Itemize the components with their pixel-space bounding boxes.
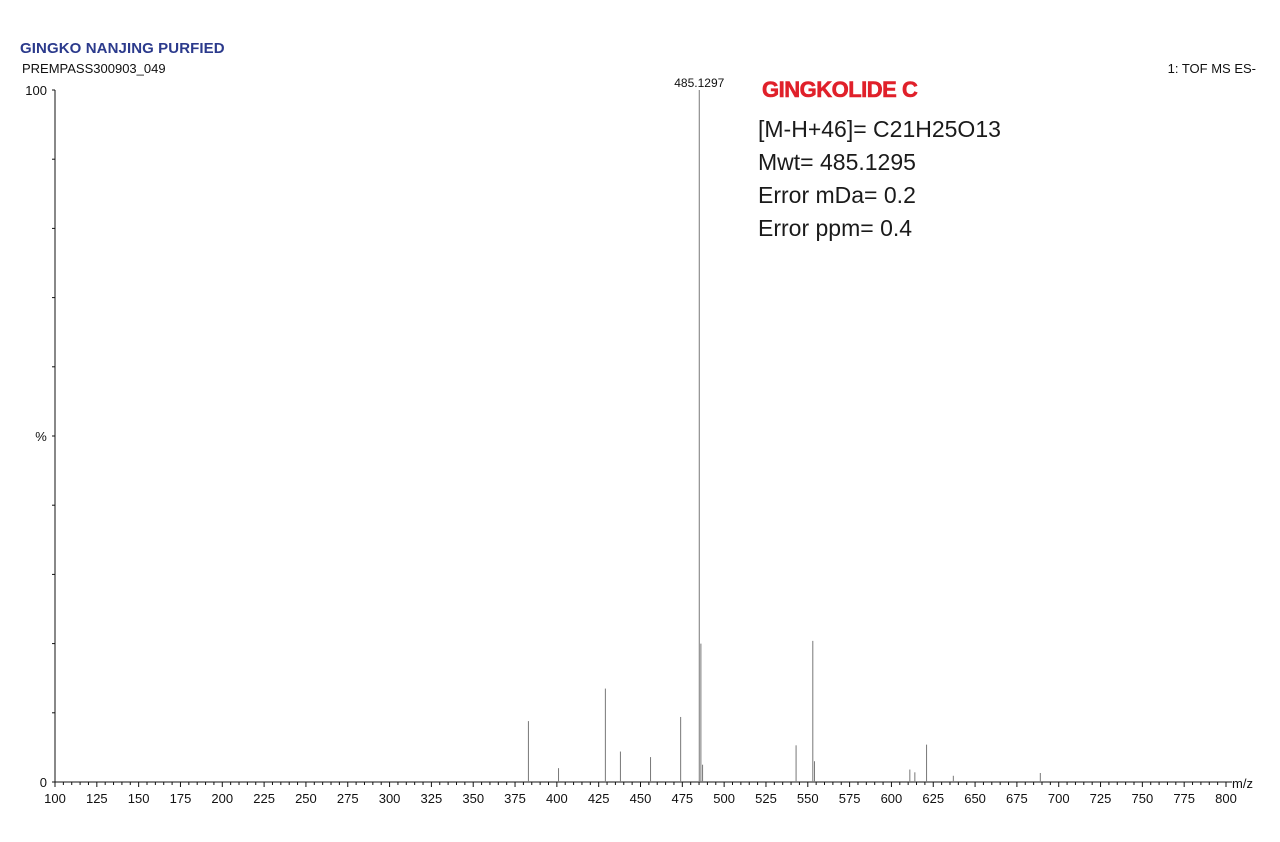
error-ppm-line: Error ppm= 0.4 [758, 215, 913, 241]
annotation-block: [M-H+46]= C21H25O13 Mwt= 485.1295 Error … [758, 113, 1001, 245]
x-tick-label: 650 [964, 791, 986, 806]
acquisition-mode: 1: TOF MS ES- [1167, 61, 1256, 76]
x-tick-label: 375 [504, 791, 526, 806]
y-tick-label: 100 [25, 83, 47, 98]
x-tick-label: 500 [713, 791, 735, 806]
x-tick-label: 175 [170, 791, 192, 806]
x-tick-label: 275 [337, 791, 359, 806]
x-tick-label: 425 [588, 791, 610, 806]
mwt-line: Mwt= 485.1295 [758, 149, 916, 175]
x-tick-label: 625 [922, 791, 944, 806]
y-axis-label: % [35, 429, 47, 444]
x-tick-label: 225 [253, 791, 275, 806]
x-tick-label: 400 [546, 791, 568, 806]
x-tick-label: 150 [128, 791, 150, 806]
x-tick-label: 325 [421, 791, 443, 806]
x-tick-label: 100 [44, 791, 66, 806]
x-tick-label: 575 [839, 791, 861, 806]
x-axis-label: m/z [1232, 776, 1253, 791]
error-mda-line: Error mDa= 0.2 [758, 182, 916, 208]
x-tick-label: 775 [1173, 791, 1195, 806]
x-tick-label: 250 [295, 791, 317, 806]
x-tick-label: 475 [671, 791, 693, 806]
x-tick-label: 800 [1215, 791, 1237, 806]
base-peak-label: 485.1297 [674, 76, 724, 90]
y-tick-label: 0 [40, 775, 47, 790]
x-tick-label: 450 [630, 791, 652, 806]
compound-name: GINGKOLIDE C [762, 77, 918, 103]
spectrum-title: GINGKO NANJING PURFIED [20, 40, 225, 57]
x-tick-label: 525 [755, 791, 777, 806]
x-tick-label: 300 [379, 791, 401, 806]
x-tick-label: 200 [211, 791, 233, 806]
sample-id: PREMPASS300903_049 [22, 61, 166, 76]
formula-line: [M-H+46]= C21H25O13 [758, 116, 1001, 142]
x-tick-label: 725 [1090, 791, 1112, 806]
x-tick-label: 675 [1006, 791, 1028, 806]
x-tick-label: 700 [1048, 791, 1070, 806]
x-tick-label: 600 [881, 791, 903, 806]
x-tick-label: 125 [86, 791, 108, 806]
x-tick-label: 750 [1132, 791, 1154, 806]
x-tick-label: 550 [797, 791, 819, 806]
x-tick-label: 350 [462, 791, 484, 806]
